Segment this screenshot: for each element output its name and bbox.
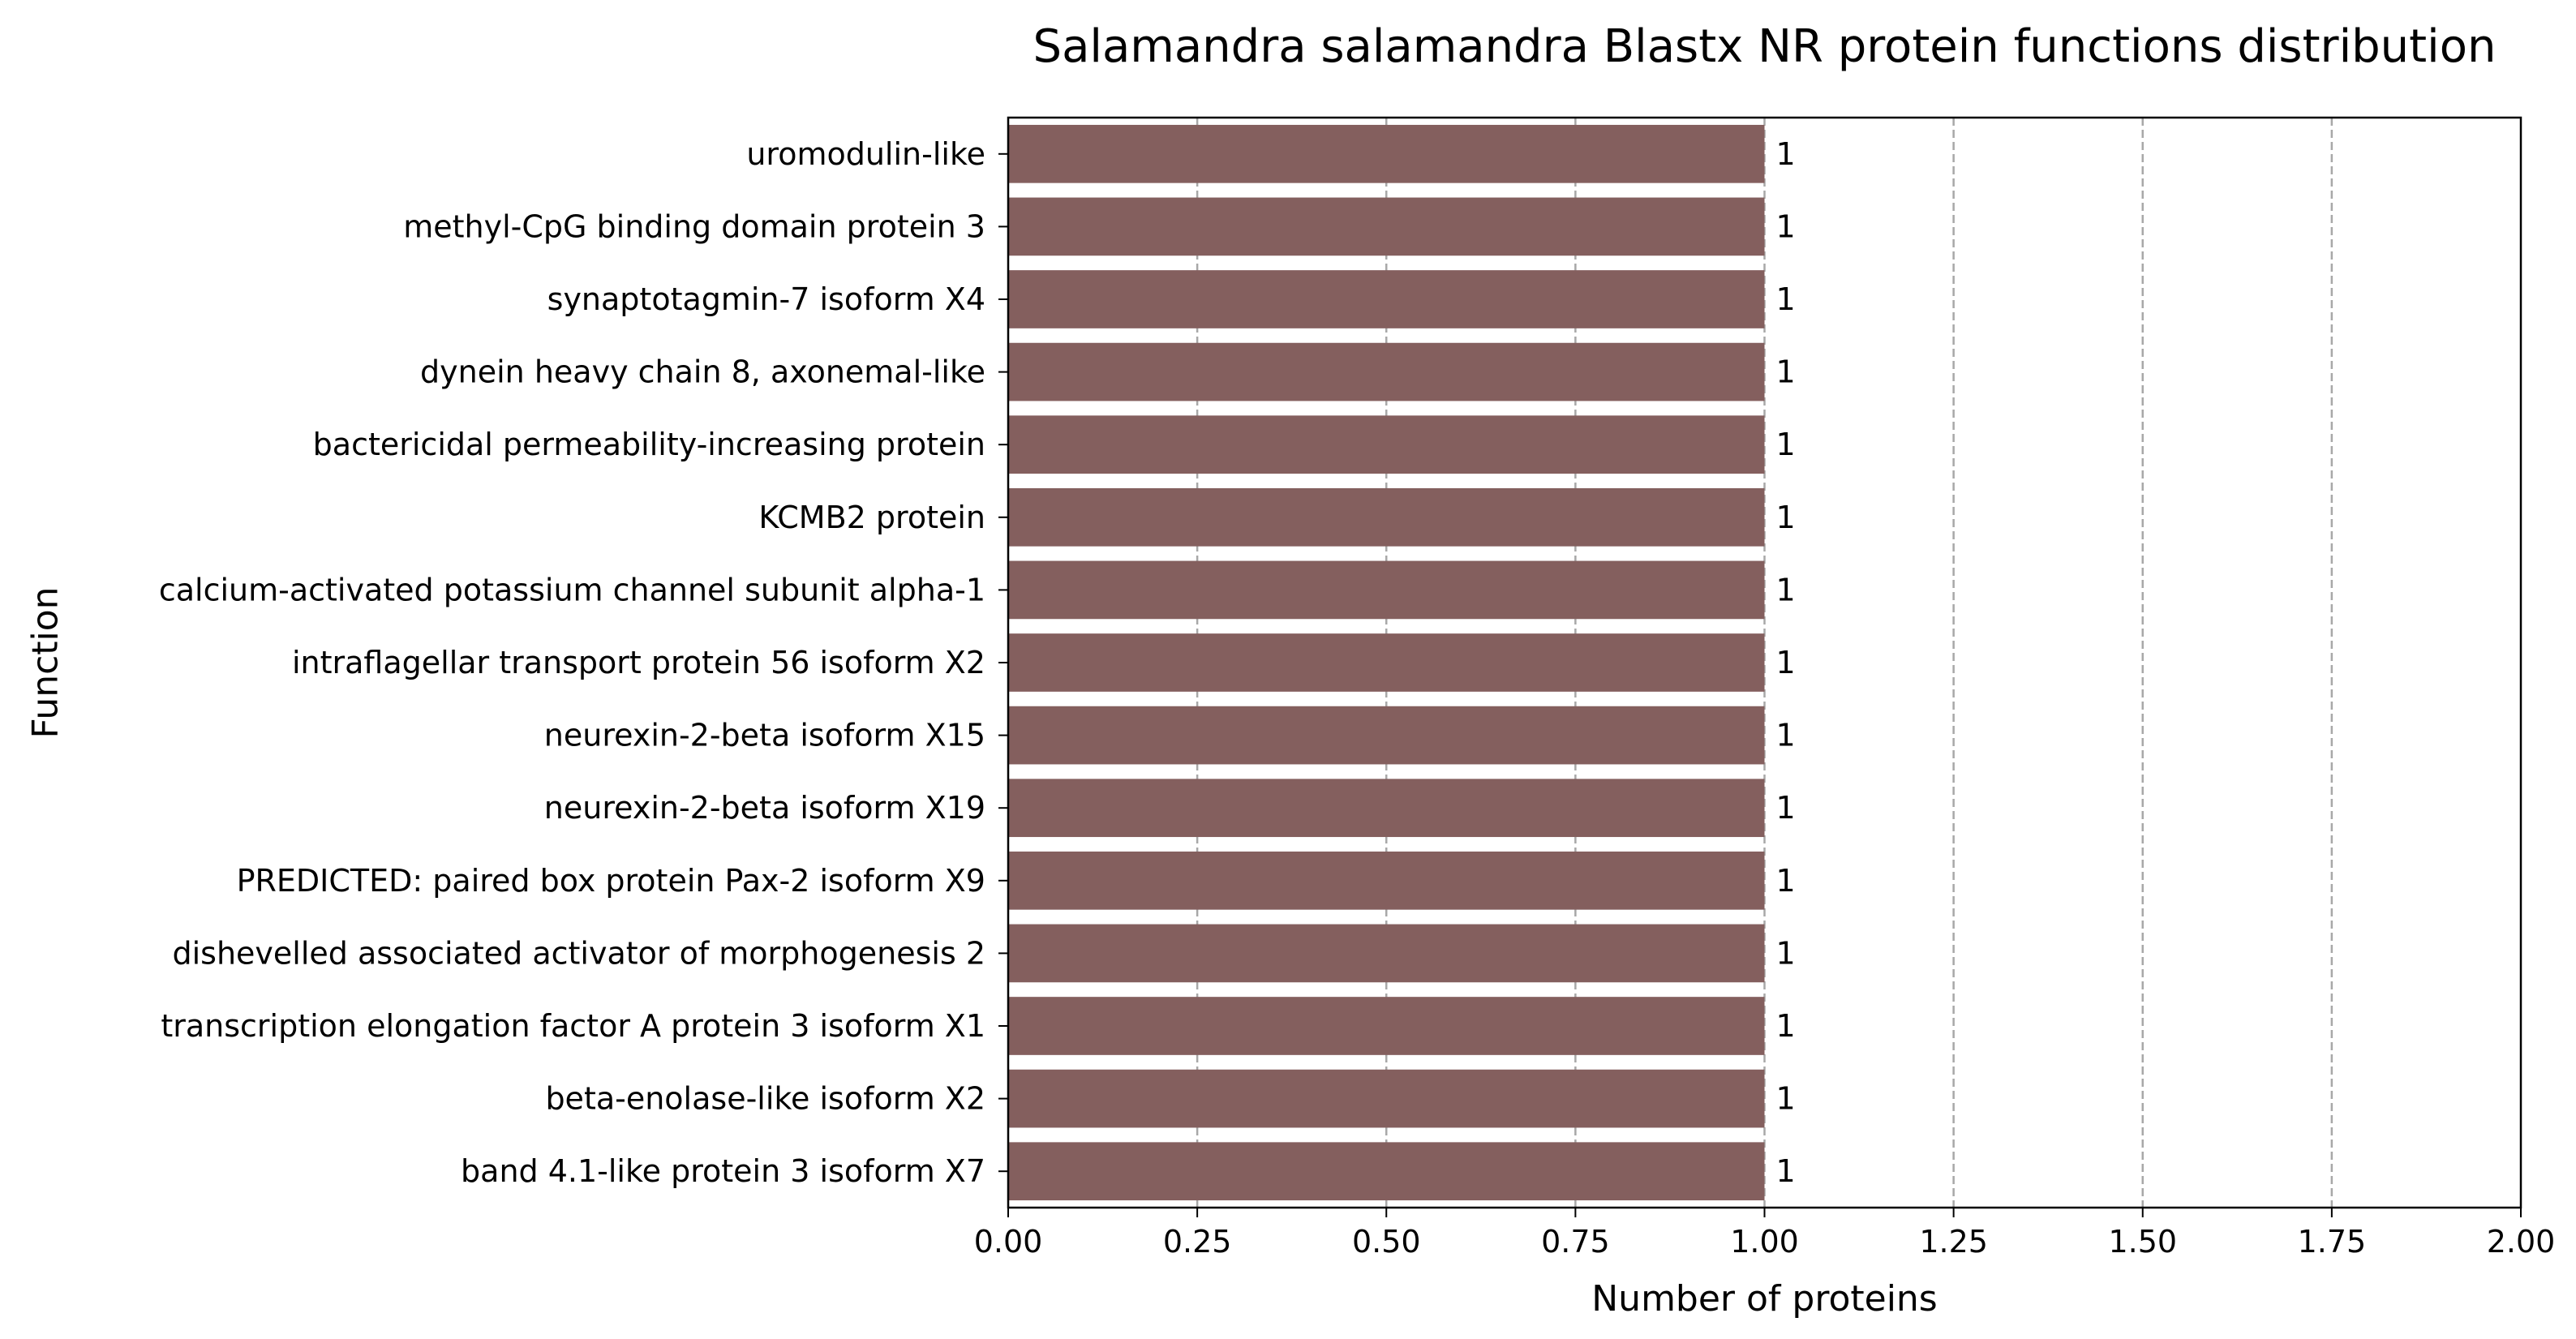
x-tick-label: 1.75 [2298,1224,2367,1260]
x-tick-label: 0.75 [1541,1224,1610,1260]
y-tick-label: dishevelled associated activator of morp… [172,935,985,971]
y-tick-label: neurexin-2-beta isoform X19 [544,790,985,826]
x-tick-label: 1.25 [1919,1224,1988,1260]
y-tick-label: calcium-activated potassium channel subu… [159,572,985,607]
bar [1008,415,1765,474]
y-tick-label: neurexin-2-beta isoform X15 [544,718,985,753]
bar [1008,560,1765,620]
data-labels-layer: 1 1 1 1 1 1 1 1 1 1 1 1 1 1 1 [1776,136,1796,1189]
data-label: 1 [1776,863,1796,899]
data-label: 1 [1776,354,1796,390]
bar [1008,997,1765,1055]
bar [1008,851,1765,910]
y-tick-label: PREDICTED: paired box protein Pax-2 isof… [237,863,985,899]
y-tick-label: dynein heavy chain 8, axonemal-like [420,354,985,390]
y-axis-label: Function [25,586,67,738]
data-label: 1 [1776,208,1796,244]
tick-layer: uromodulin-like methyl-CpG binding domain… [159,136,2555,1260]
y-tick-label: beta-enolase-like isoform X2 [545,1081,985,1117]
data-label: 1 [1776,718,1796,753]
x-tick-label: 0.00 [974,1224,1043,1260]
bar [1008,779,1765,838]
bar [1008,706,1765,765]
data-label: 1 [1776,136,1796,172]
bar [1008,487,1765,547]
data-label: 1 [1776,790,1796,826]
data-label: 1 [1776,572,1796,607]
bar [1008,270,1765,328]
data-label: 1 [1776,1081,1796,1117]
bar [1008,197,1765,256]
bar [1008,633,1765,692]
data-label: 1 [1776,427,1796,462]
bar [1008,124,1765,183]
x-tick-label: 0.25 [1163,1224,1232,1260]
data-label: 1 [1776,1153,1796,1189]
y-tick-label: synaptotagmin-7 isoform X4 [547,281,985,317]
x-tick-label: 2.00 [2487,1224,2556,1260]
bar [1008,924,1765,983]
data-label: 1 [1776,500,1796,535]
y-tick-label: bactericidal permeability-increasing pro… [313,427,985,462]
data-label: 1 [1776,281,1796,317]
y-tick-label: intraflagellar transport protein 56 isof… [292,645,985,680]
y-tick-label: KCMB2 protein [758,500,985,535]
x-tick-label: 1.00 [1730,1224,1799,1260]
data-label: 1 [1776,935,1796,971]
x-axis-label: Number of proteins [1591,1278,1937,1320]
bar [1008,1069,1765,1128]
data-label: 1 [1776,1008,1796,1044]
bar [1008,1142,1765,1201]
x-tick-label: 1.50 [2108,1224,2177,1260]
bars-layer [1008,124,1765,1201]
y-tick-label: transcription elongation factor A protei… [161,1008,985,1044]
y-tick-label: uromodulin-like [746,136,985,172]
y-tick-label: band 4.1-like protein 3 isoform X7 [461,1153,985,1189]
y-tick-label: methyl-CpG binding domain protein 3 [403,208,985,244]
bar [1008,342,1765,401]
x-tick-label: 0.50 [1352,1224,1421,1260]
data-label: 1 [1776,645,1796,680]
chart-title: Salamandra salamandra Blastx NR protein … [1033,20,2497,73]
